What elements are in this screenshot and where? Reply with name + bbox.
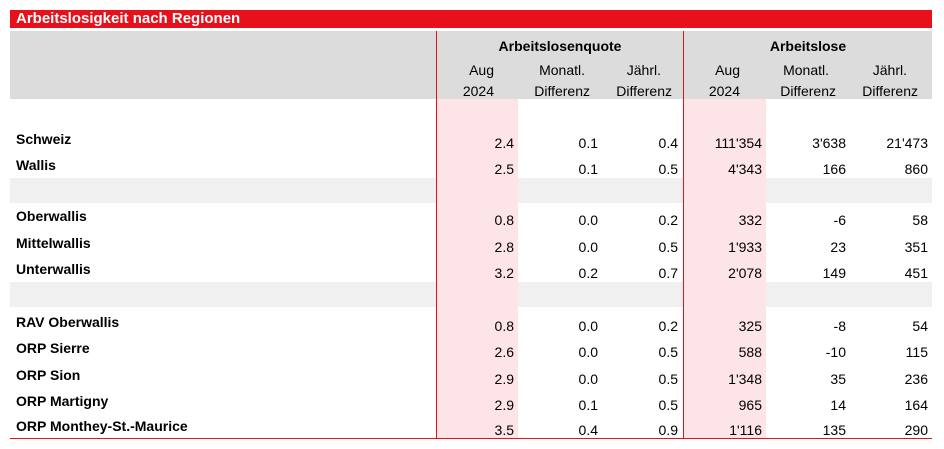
column-divider-right xyxy=(683,31,684,439)
cell-l-mon: 14 xyxy=(830,397,846,413)
cell-q-jahr: 0.7 xyxy=(658,265,678,281)
cell-l-mon: 135 xyxy=(822,422,846,438)
row-label: Unterwallis xyxy=(16,261,91,277)
group-header-quote: Arbeitslosenquote xyxy=(498,38,622,54)
cell-l-jahr: 451 xyxy=(904,265,928,281)
cell-q-aug: 2.6 xyxy=(494,344,514,360)
cell-l-mon: 149 xyxy=(822,265,846,281)
cell-q-jahr: 0.2 xyxy=(658,212,678,228)
cell-l-mon: 166 xyxy=(822,161,846,177)
cell-l-mon: 35 xyxy=(830,371,846,387)
cell-q-aug: 2.5 xyxy=(494,161,514,177)
cell-q-jahr: 0.9 xyxy=(658,422,678,438)
cell-q-jahr: 0.5 xyxy=(658,397,678,413)
row-label: Schweiz xyxy=(16,131,72,147)
group-header-lose: Arbeitslose xyxy=(769,38,847,54)
cell-l-jahr: 351 xyxy=(904,239,928,255)
cell-q-aug: 0.8 xyxy=(494,318,514,334)
cell-l-aug: 111'354 xyxy=(714,135,762,151)
cell-l-jahr: 58 xyxy=(912,212,928,228)
row-label: ORP Martigny xyxy=(16,393,109,409)
cell-l-jahr: 860 xyxy=(904,161,928,177)
cell-l-aug: 1'348 xyxy=(728,371,762,387)
cell-q-mon: 0.0 xyxy=(578,212,598,228)
table-bottom-rule xyxy=(10,438,932,439)
cell-q-jahr: 0.4 xyxy=(658,135,678,151)
cell-q-mon: 0.1 xyxy=(578,161,598,177)
cell-q-mon: 0.1 xyxy=(578,397,598,413)
cell-q-jahr: 0.5 xyxy=(658,239,678,255)
row-label: Wallis xyxy=(16,157,56,173)
cell-l-mon: 3'638 xyxy=(812,135,846,151)
cell-q-aug: 2.9 xyxy=(494,371,514,387)
cell-l-jahr: 21'473 xyxy=(886,135,928,151)
row-label: RAV Oberwallis xyxy=(16,314,120,330)
row-label: ORP Sion xyxy=(16,367,81,383)
cell-l-mon: -8 xyxy=(833,318,846,334)
col-header-quote-aug: Aug 2024 xyxy=(462,62,494,99)
cell-l-aug: 4'343 xyxy=(728,161,762,177)
cell-q-jahr: 0.5 xyxy=(658,344,678,360)
col-header-lose-monatl: Monatl. Differenz xyxy=(780,62,836,99)
highlight-quote-aug xyxy=(436,99,518,438)
cell-l-jahr: 236 xyxy=(904,371,928,387)
cell-l-mon: -10 xyxy=(825,344,846,360)
cell-l-aug: 1'116 xyxy=(729,422,762,438)
cell-q-jahr: 0.5 xyxy=(658,161,678,177)
cell-q-jahr: 0.2 xyxy=(658,318,678,334)
cell-q-aug: 2.9 xyxy=(494,397,514,413)
col-header-quote-jaehrl: Jährl. Differenz xyxy=(616,62,672,99)
cell-q-aug: 3.5 xyxy=(494,422,514,438)
title-bar xyxy=(10,10,932,28)
row-label: Oberwallis xyxy=(16,208,87,224)
cell-l-mon: -6 xyxy=(833,212,846,228)
row-label: ORP Sierre xyxy=(16,340,90,356)
row-label: Mittelwallis xyxy=(16,235,91,251)
cell-l-jahr: 54 xyxy=(912,318,928,334)
header-background xyxy=(10,31,932,99)
cell-l-aug: 325 xyxy=(738,318,762,334)
cell-l-aug: 1'933 xyxy=(728,239,762,255)
column-divider-left xyxy=(436,31,437,439)
cell-q-mon: 0.0 xyxy=(578,371,598,387)
cell-q-aug: 0.8 xyxy=(494,212,514,228)
cell-q-aug: 2.4 xyxy=(494,135,514,151)
highlight-lose-aug xyxy=(684,99,766,438)
cell-q-mon: 0.4 xyxy=(578,422,598,438)
table-title: Arbeitslosigkeit nach Regionen xyxy=(16,10,241,27)
cell-l-aug: 332 xyxy=(738,212,762,228)
cell-q-aug: 2.8 xyxy=(494,239,514,255)
cell-l-aug: 2'078 xyxy=(728,265,762,281)
col-header-lose-aug: Aug 2024 xyxy=(708,62,740,99)
cell-q-mon: 0.0 xyxy=(578,239,598,255)
cell-q-mon: 0.0 xyxy=(578,318,598,334)
cell-q-mon: 0.2 xyxy=(578,265,598,281)
cell-q-jahr: 0.5 xyxy=(658,371,678,387)
cell-q-mon: 0.0 xyxy=(578,344,598,360)
col-header-lose-jaehrl: Jährl. Differenz xyxy=(862,62,918,99)
cell-l-jahr: 115 xyxy=(905,344,928,360)
cell-l-aug: 965 xyxy=(738,397,762,413)
cell-q-aug: 3.2 xyxy=(494,265,514,281)
cell-l-mon: 23 xyxy=(830,239,846,255)
cell-q-mon: 0.1 xyxy=(578,135,598,151)
cell-l-aug: 588 xyxy=(738,344,762,360)
row-label: ORP Monthey-St.-Maurice xyxy=(16,418,188,434)
cell-l-jahr: 290 xyxy=(904,422,928,438)
col-header-quote-monatl: Monatl. Differenz xyxy=(534,62,590,99)
cell-l-jahr: 164 xyxy=(904,397,928,413)
